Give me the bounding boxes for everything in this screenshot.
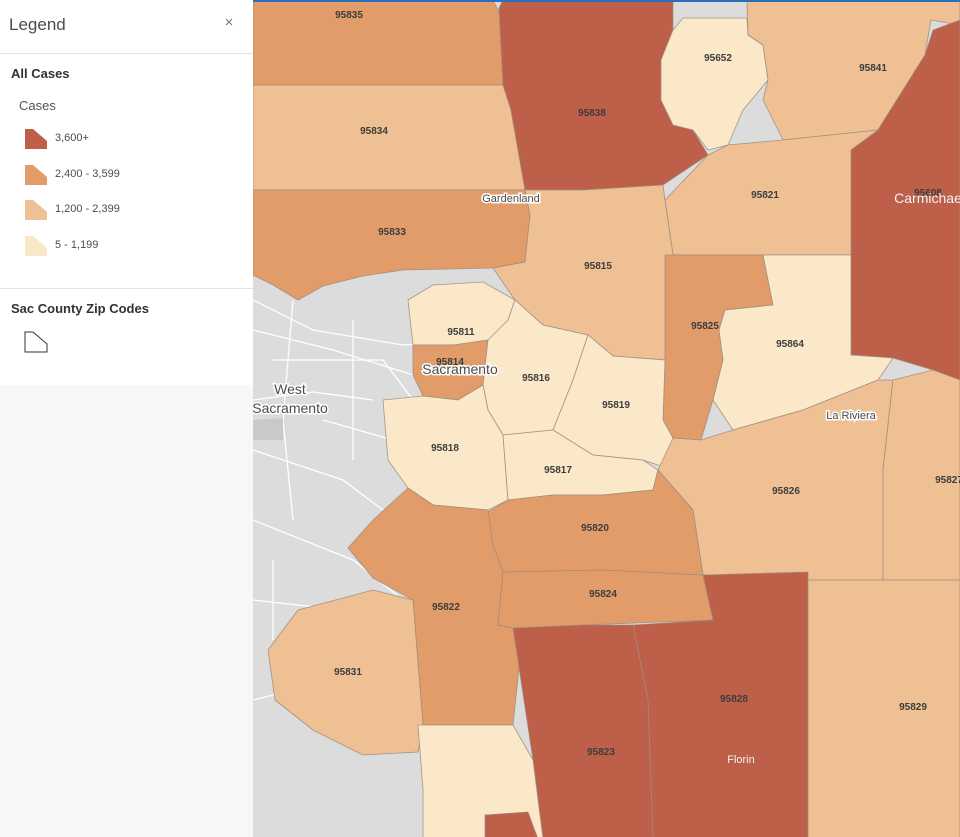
zip-area-95652[interactable] (660, 17, 769, 151)
zip-label: 95608 (914, 188, 942, 199)
map-view[interactable]: 95835 95652 95841 95838 95834 95821 9560… (253, 0, 960, 837)
zip-label: 95838 (578, 108, 606, 119)
zip-label: 95833 (378, 227, 406, 238)
polygon-swatch-icon (25, 129, 47, 149)
legend-panel: Legend × All Cases Cases 3,600+ 2,400 - … (0, 0, 253, 837)
zip-label: 95818 (431, 443, 459, 454)
legend-class-5-1199: 5 - 1,199 (24, 235, 244, 257)
zip-label: 95824 (589, 589, 617, 600)
legend-class-1200-2399: 1,200 - 2,399 (24, 199, 244, 221)
legend-class-label: 3,600+ (55, 132, 89, 144)
zip-area-95829[interactable] (807, 579, 960, 837)
zip-label: 95811 (447, 327, 475, 338)
zip-label: 95821 (751, 190, 779, 201)
place-labels: West Sacramento Sacramento Gardenland Ca… (253, 190, 960, 766)
zip-label: 95820 (581, 523, 609, 534)
zip-label: 95835 (335, 10, 363, 21)
zip-area-95831[interactable] (267, 589, 424, 756)
layer-title-all-cases: All Cases (11, 66, 70, 81)
zip-area-95835[interactable] (253, 0, 504, 86)
zip-label: 95834 (360, 126, 388, 137)
place-label-florin: Florin (727, 754, 755, 766)
polygon-swatch-icon (25, 236, 47, 256)
legend-divider (0, 53, 253, 54)
zip-label: 95825 (691, 321, 719, 332)
zip-label: 95814 (436, 357, 464, 368)
zip-label: 95817 (544, 465, 572, 476)
zip-label: 95829 (899, 702, 927, 713)
zip-area-south[interactable] (417, 724, 544, 837)
legend-class-label: 2,400 - 3,599 (55, 168, 120, 180)
legend-class-2400-3599: 2,400 - 3,599 (24, 164, 244, 186)
place-label-west-sacramento: Sacramento (253, 400, 328, 416)
legend-class-label: 5 - 1,199 (55, 239, 99, 251)
zip-label: 95826 (772, 486, 800, 497)
zip-area-95824[interactable] (497, 569, 714, 631)
legend-field-label: Cases (19, 98, 56, 113)
zip-label: 95819 (602, 400, 630, 411)
place-label-la-riviera: La Riviera (826, 410, 876, 422)
place-label-carmichael: Carmichae (894, 190, 960, 206)
place-label-west-sacramento: West (274, 381, 306, 397)
zip-label: 95864 (776, 339, 804, 350)
zip-label: 95823 (587, 747, 615, 758)
zip-label: 95828 (720, 694, 748, 705)
basemap-water (253, 418, 283, 440)
close-icon[interactable]: × (224, 14, 234, 31)
zip-label: 95841 (859, 63, 887, 74)
layer-title-zip-codes: Sac County Zip Codes (11, 301, 149, 316)
zip-area-95823-south[interactable] (484, 811, 538, 837)
zip-polygons (253, 0, 960, 837)
zip-label: 95652 (704, 53, 732, 64)
zip-area-95827[interactable] (882, 369, 960, 581)
legend-class-label: 1,200 - 2,399 (55, 203, 120, 215)
zip-label: 95831 (334, 667, 362, 678)
zip-label: 95822 (432, 602, 460, 613)
zip-area-95834[interactable] (253, 84, 526, 191)
polygon-swatch-icon (25, 165, 47, 185)
legend-divider (0, 288, 253, 289)
polygon-swatch-icon (25, 200, 47, 220)
zip-label: 95815 (584, 261, 612, 272)
legend-title: Legend (9, 15, 66, 34)
zip-label: 95827 (935, 475, 960, 486)
map-canvas[interactable]: 95835 95652 95841 95838 95834 95821 9560… (253, 0, 960, 837)
polygon-outline-icon (24, 331, 48, 353)
place-label-gardenland: Gardenland (482, 193, 540, 205)
zip-area-95822[interactable] (347, 487, 524, 726)
zip-label: 95816 (522, 373, 550, 384)
zip-labels: 95835 95652 95841 95838 95834 95821 9560… (334, 10, 960, 758)
place-label-sacramento: Sacramento (422, 361, 498, 377)
legend-card: Legend × All Cases Cases 3,600+ 2,400 - … (0, 0, 253, 385)
legend-class-3600-plus: 3,600+ (24, 128, 244, 150)
